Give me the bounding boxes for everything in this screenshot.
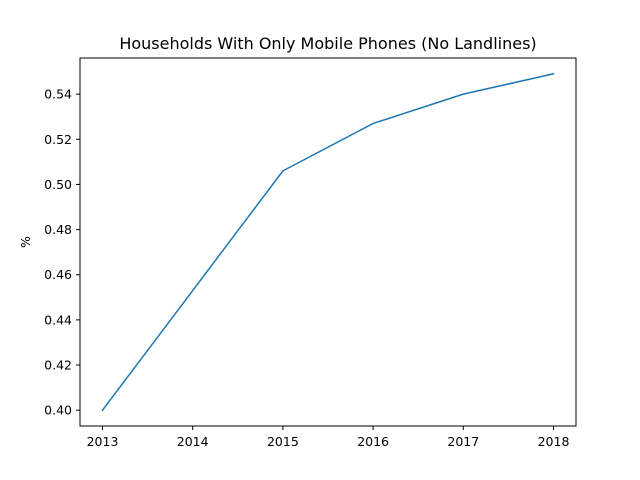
x-tick-label: 2015 [267, 434, 299, 449]
y-tick-label: 0.44 [44, 312, 72, 327]
x-tick-label: 2018 [538, 434, 570, 449]
y-tick-label: 0.50 [44, 177, 72, 192]
y-tick-label: 0.46 [44, 267, 72, 282]
plot-area: 2013 2014 2015 2016 2017 2018 0.40 0.42 0.44 0.46… [44, 72, 570, 449]
y-tick-label: 0.40 [44, 403, 72, 418]
x-tick-label: 2017 [447, 434, 479, 449]
chart-title: Households With Only Mobile Phones (No L… [119, 34, 536, 53]
y-tick-label: 0.48 [44, 222, 72, 237]
y-axis-label: % [18, 236, 33, 248]
series-line [101, 72, 555, 412]
y-tick-label: 0.52 [44, 132, 72, 147]
y-tick-label: 0.42 [44, 358, 72, 373]
x-tick-label: 2014 [177, 434, 209, 449]
x-tick-label: 2013 [87, 434, 119, 449]
axes-frame [79, 57, 577, 427]
y-tick-label: 0.54 [44, 87, 72, 102]
x-tick-label: 2016 [357, 434, 389, 449]
